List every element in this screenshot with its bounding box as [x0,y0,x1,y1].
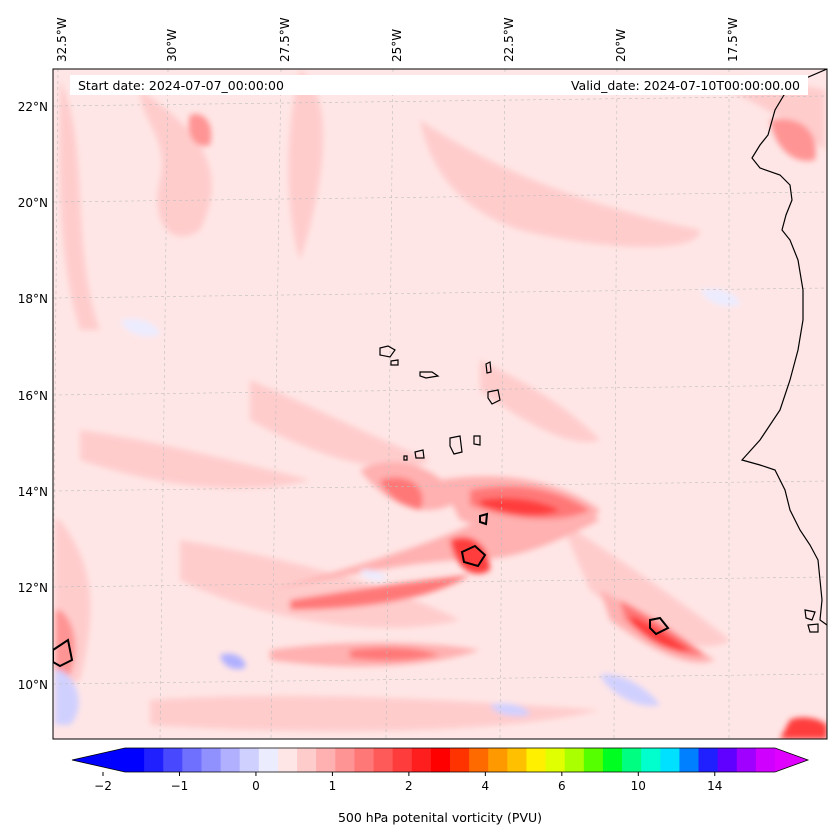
pv-contour-2 [479,512,489,526]
lat-labels: 22°N 20°N 18°N 16°N 14°N 12°N 10°N [18,100,48,692]
lon-label: 22.5°W [502,17,516,62]
island-sao-vicente [390,359,399,366]
colorbar-swatch [698,748,719,772]
colorbar-tick-label: 14 [707,779,722,793]
colorbar-swatch [622,748,642,772]
colorbar-swatch [430,748,451,772]
colorbar-swatch [469,748,489,772]
island-brava [403,455,408,461]
colorbar-swatch [144,748,164,772]
lat-label: 18°N [18,292,48,306]
colorbar-swatch [335,748,356,772]
colorbar-swatch [564,748,585,772]
colorbar-swatch [660,748,681,772]
colorbar-swatch [679,748,700,772]
lat-label: 20°N [18,196,48,210]
colorbar-swatch [507,748,528,772]
colorbar-swatch [411,748,432,772]
map-frame [52,68,828,740]
colorbar-over-arrow [775,748,808,772]
pv-contour-4 [53,638,74,668]
african-islands [804,609,819,633]
colorbar-swatch [450,748,470,772]
colorbar [71,747,810,773]
lon-label: 17.5°W [726,17,740,62]
colorbar-swatch [354,748,375,772]
lat-label: 22°N [18,100,48,114]
colorbar-swatch [239,748,260,772]
colorbar-swatch [258,748,279,772]
colorbar-tick-label: −1 [171,779,189,793]
pv-contour-3 [649,616,670,636]
colorbar-swatch [641,748,661,772]
lat-label: 16°N [18,389,48,403]
lon-label: 20°W [614,29,628,62]
colorbar-swatch [163,748,183,772]
colorbar-swatch [373,748,394,772]
island-maio [473,435,481,446]
colorbar-swatch [182,748,203,772]
colorbar-swatch [526,748,547,772]
lon-label: 27.5°W [278,17,292,62]
colorbar-swatch [488,748,508,772]
colorbar-swatch [297,748,317,772]
colorbar-tick-label: 0 [252,779,260,793]
colorbar-tick-label: 2 [405,779,413,793]
lon-labels: 32.5°W 30°W 27.5°W 25°W 22.5°W 20°W 17.5… [55,17,740,62]
colorbar-outline [71,747,810,773]
colorbar-tick-label: 1 [329,779,337,793]
colorbar-swatch [316,748,336,772]
colorbar-label: 500 hPa potenital vorticity (PVU) [338,810,542,825]
map-gridlines [53,69,827,739]
colorbar-swatch [201,748,222,772]
pv-contour-1 [460,544,487,568]
lon-label: 25°W [390,29,404,62]
island-sao-nicolau [419,371,440,379]
coastlines [53,69,827,668]
colorbar-swatch [125,748,145,772]
pv-field [53,69,827,739]
lon-label: 32.5°W [55,17,69,62]
colorbar-under-arrow [72,748,125,772]
colorbar-swatch [277,748,298,772]
colorbar-tick-label: 6 [558,779,566,793]
lat-label: 14°N [18,485,48,499]
colorbar-swatch [545,748,566,772]
colorbar-ticks: −2 −1 0 1 2 4 6 10 14 [94,772,722,793]
island-santo-antao [379,345,396,358]
valid-date-text: Valid_date: 2024-07-10T00:00:00.00 [571,78,800,93]
colorbar-swatch [602,748,623,772]
lat-label: 10°N [18,678,48,692]
island-sal [485,361,492,374]
colorbar-swatch [736,748,757,772]
colorbar-swatch [717,748,738,772]
lat-label: 12°N [18,581,48,595]
header-box [70,75,808,95]
colorbar-swatch [392,748,413,772]
lon-label: 30°W [165,29,179,62]
colorbar-swatch [220,748,241,772]
colorbar-swatch [755,748,776,772]
start-date-text: Start date: 2024-07-07_00:00:00 [78,78,284,93]
colorbar-tick-label: 10 [631,779,646,793]
colorbar-tick-label: −2 [94,779,112,793]
island-santiago [449,435,463,455]
island-boa-vista [487,389,501,405]
west-africa-coastline [740,69,827,626]
colorbar-swatch [583,748,604,772]
island-fogo [414,449,425,459]
colorbar-tick-label: 4 [482,779,490,793]
